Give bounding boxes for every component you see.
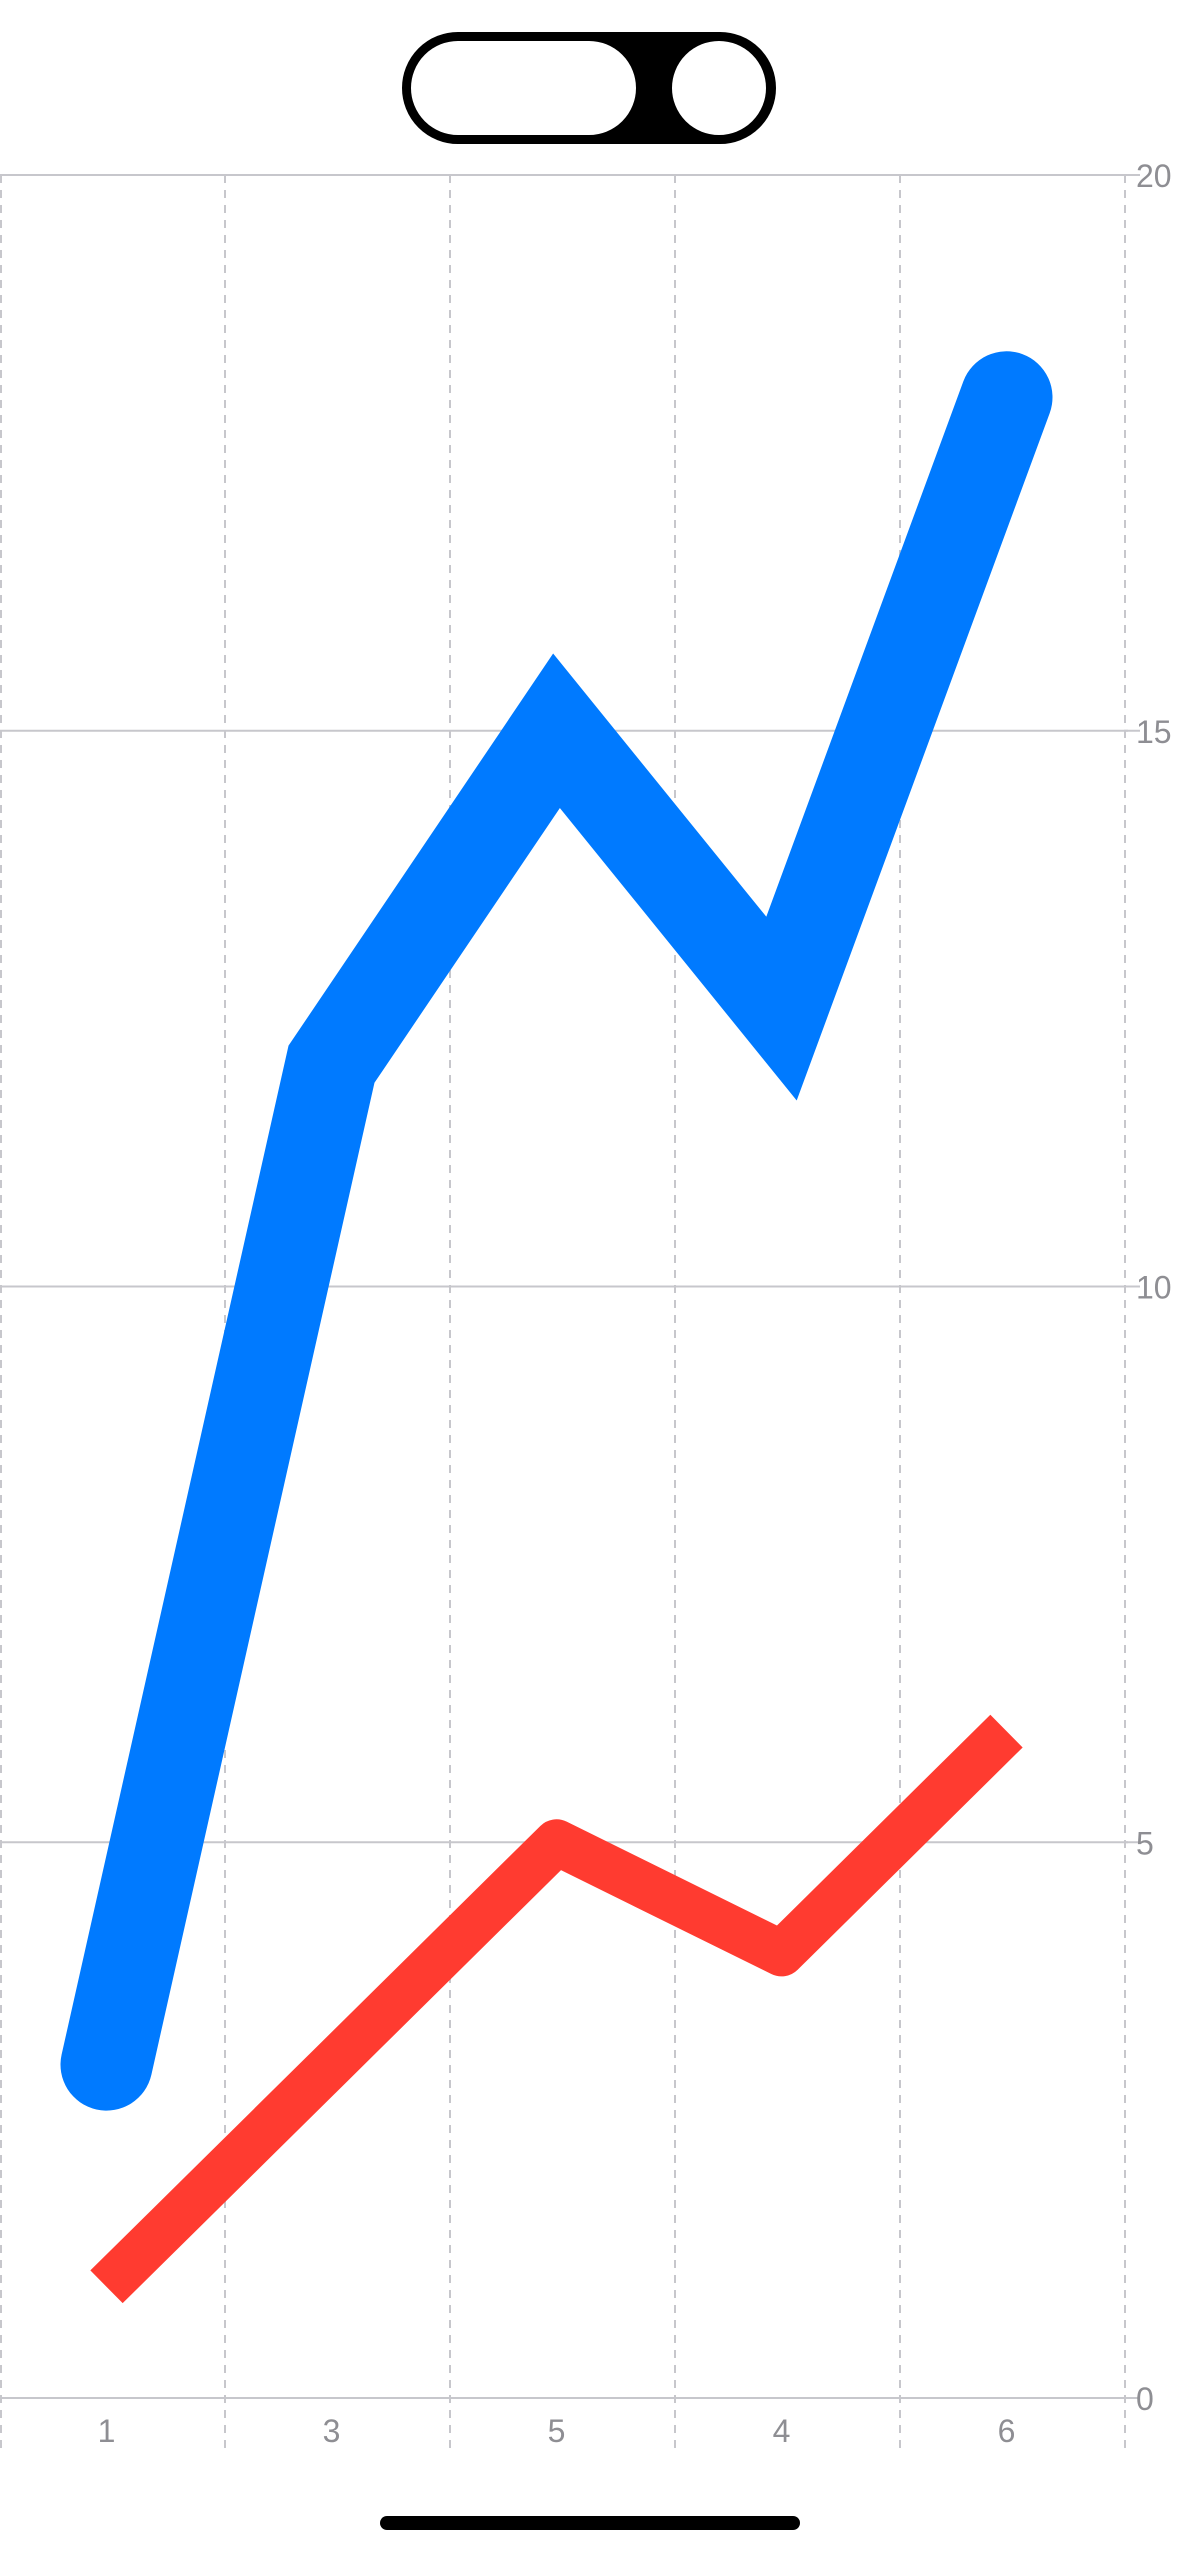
y-tick-label: 0	[1136, 2381, 1154, 2417]
series-1-point	[781, 1008, 783, 1010]
series-2-point	[106, 2286, 108, 2288]
y-tick-label: 20	[1136, 158, 1172, 194]
chart-toggle-switch[interactable]	[402, 32, 776, 144]
series-2-point	[331, 2064, 333, 2066]
series-1-point	[556, 730, 558, 732]
series-line-2	[90, 1714, 1023, 2304]
series-1-point	[331, 1063, 333, 1065]
x-tick-label: 6	[998, 2413, 1016, 2449]
x-tick-label: 4	[773, 2413, 791, 2449]
toggle-track	[408, 38, 639, 138]
series-line-1	[60, 351, 1053, 2111]
x-tick-label: 3	[323, 2413, 341, 2449]
series-2-point	[781, 1952, 783, 1954]
x-tick-label: 1	[98, 2413, 116, 2449]
home-indicator[interactable]	[380, 2516, 800, 2530]
series-2-point	[556, 1841, 558, 1843]
y-tick-label: 10	[1136, 1270, 1172, 1306]
y-tick-label: 15	[1136, 714, 1172, 750]
series-1-point	[106, 2064, 108, 2066]
y-tick-label: 5	[1136, 1825, 1154, 1861]
series-2-point	[1006, 1730, 1008, 1732]
x-tick-label: 5	[548, 2413, 566, 2449]
toggle-knob[interactable]	[669, 38, 769, 138]
series-1-point	[1006, 396, 1008, 398]
